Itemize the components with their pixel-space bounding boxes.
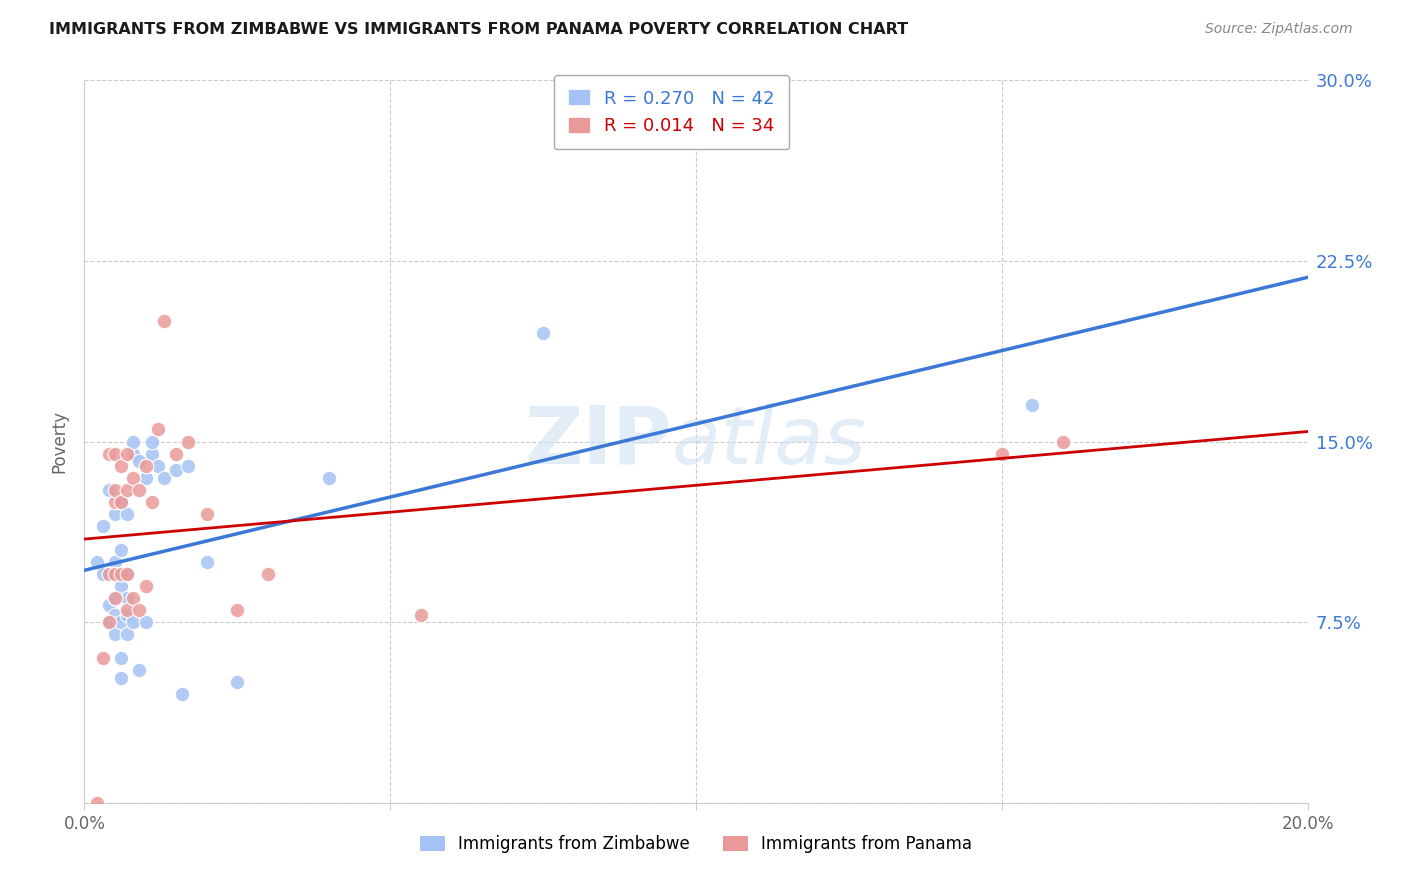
Point <box>409 607 432 622</box>
Point <box>115 446 138 460</box>
Point <box>141 446 163 460</box>
Point <box>122 446 145 460</box>
Point <box>226 675 249 690</box>
Text: atlas: atlas <box>672 402 866 481</box>
Point <box>110 579 132 593</box>
Point <box>135 579 157 593</box>
Text: Source: ZipAtlas.com: Source: ZipAtlas.com <box>1205 22 1353 37</box>
Point <box>110 458 132 473</box>
Point <box>195 555 218 569</box>
Point <box>153 470 176 484</box>
Point <box>115 507 138 521</box>
Point <box>1021 398 1043 412</box>
Point <box>991 446 1014 460</box>
Point <box>110 615 132 630</box>
Point <box>104 567 127 582</box>
Point <box>135 615 157 630</box>
Point <box>104 507 127 521</box>
Point <box>128 454 150 468</box>
Point <box>165 446 187 460</box>
Point <box>104 446 127 460</box>
Point <box>110 671 132 685</box>
Point <box>104 483 127 497</box>
Point <box>97 615 120 630</box>
Point <box>257 567 280 582</box>
Point <box>91 651 114 665</box>
Point <box>104 627 127 641</box>
Point <box>104 591 127 605</box>
Point <box>97 446 120 460</box>
Point <box>146 458 169 473</box>
Point <box>122 591 145 605</box>
Point <box>104 591 127 605</box>
Point <box>122 615 145 630</box>
Point <box>115 567 138 582</box>
Point <box>128 603 150 617</box>
Point <box>104 567 127 582</box>
Legend: Immigrants from Zimbabwe, Immigrants from Panama: Immigrants from Zimbabwe, Immigrants fro… <box>413 828 979 860</box>
Point <box>110 651 132 665</box>
Point <box>1052 434 1074 449</box>
Point <box>141 494 163 508</box>
Point <box>97 599 120 613</box>
Point <box>86 796 108 810</box>
Point <box>128 483 150 497</box>
Point <box>177 434 200 449</box>
Point <box>122 434 145 449</box>
Point <box>115 603 138 617</box>
Point <box>122 470 145 484</box>
Y-axis label: Poverty: Poverty <box>51 410 69 473</box>
Point <box>104 494 127 508</box>
Point <box>97 483 120 497</box>
Point <box>110 494 132 508</box>
Point <box>115 607 138 622</box>
Point <box>91 518 114 533</box>
Point <box>104 555 127 569</box>
Point <box>91 567 114 582</box>
Point <box>104 607 127 622</box>
Point <box>531 326 554 340</box>
Point <box>177 458 200 473</box>
Point <box>195 507 218 521</box>
Point <box>146 422 169 436</box>
Point <box>110 494 132 508</box>
Point <box>97 567 120 582</box>
Text: ZIP: ZIP <box>524 402 672 481</box>
Point <box>165 463 187 477</box>
Point <box>86 555 108 569</box>
Point <box>135 458 157 473</box>
Point <box>115 627 138 641</box>
Point <box>115 567 138 582</box>
Point <box>141 434 163 449</box>
Point <box>172 687 194 701</box>
Text: IMMIGRANTS FROM ZIMBABWE VS IMMIGRANTS FROM PANAMA POVERTY CORRELATION CHART: IMMIGRANTS FROM ZIMBABWE VS IMMIGRANTS F… <box>49 22 908 37</box>
Point <box>226 603 249 617</box>
Point <box>110 542 132 557</box>
Point <box>115 591 138 605</box>
Point <box>115 483 138 497</box>
Point <box>135 470 157 484</box>
Point <box>97 615 120 630</box>
Point <box>110 567 132 582</box>
Point <box>128 664 150 678</box>
Point <box>318 470 340 484</box>
Point <box>153 314 176 328</box>
